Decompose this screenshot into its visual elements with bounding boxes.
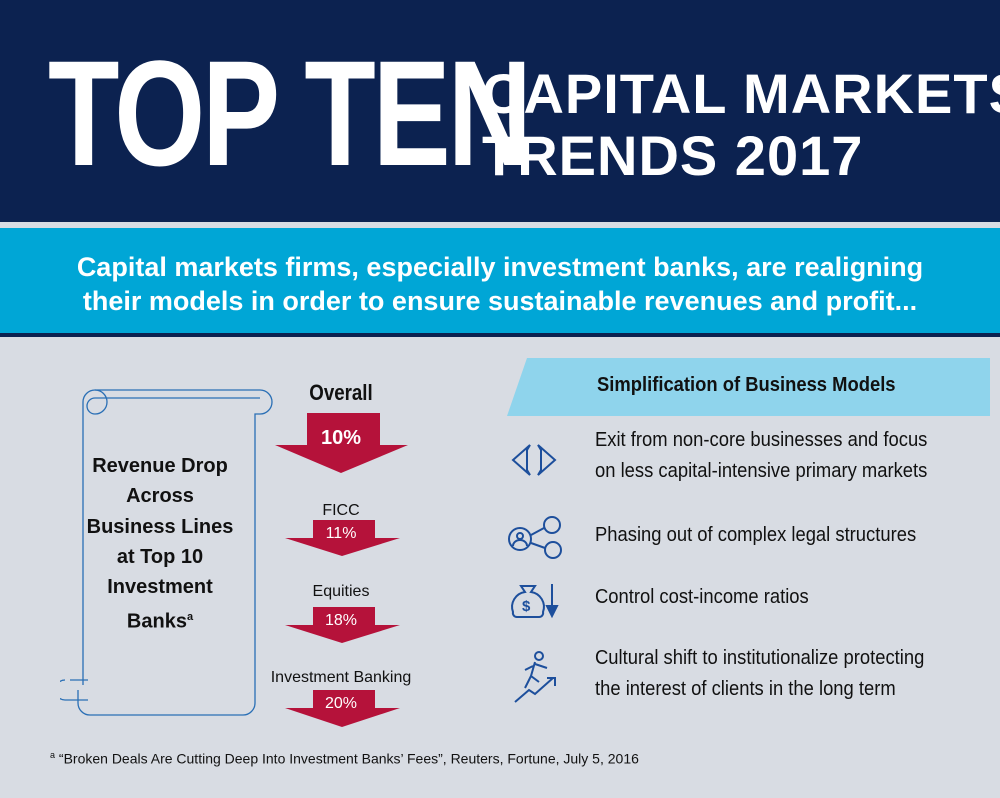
divider bbox=[0, 333, 1000, 337]
scroll-icon bbox=[60, 389, 273, 716]
svg-text:$: $ bbox=[522, 598, 531, 615]
drop-label-overall: Overall bbox=[309, 380, 373, 405]
climbing-person-icon bbox=[514, 651, 556, 703]
simplification-title: Simplification of Business Models bbox=[597, 374, 896, 396]
drop-arrow-equities bbox=[285, 607, 400, 643]
tagline-band: Capital markets firms, especially invest… bbox=[0, 228, 1000, 333]
drop-label-ib: Investment Banking bbox=[270, 669, 412, 686]
item-1-line2: on less capital-intensive primary market… bbox=[595, 460, 928, 482]
simplification-banner bbox=[507, 358, 990, 416]
tagline-line1: Capital markets firms, especially invest… bbox=[76, 252, 924, 282]
footnote-marker-bottom: a bbox=[50, 750, 56, 760]
item-4-line1: Cultural shift to institutionalize prote… bbox=[595, 647, 925, 669]
tagline-line2: their models in order to ensure sustaina… bbox=[82, 286, 918, 316]
scroll-text-label: Revenue Drop Across Business Lines at To… bbox=[86, 455, 234, 634]
drop-label-ficc: FICC bbox=[322, 502, 360, 519]
split-arrows-icon bbox=[511, 444, 557, 476]
drop-value-overall: 10% bbox=[320, 427, 362, 449]
drop-label-equities: Equities bbox=[312, 583, 370, 600]
footnote: a “Broken Deals Are Cutting Deep Into In… bbox=[50, 750, 639, 767]
title-line2: TRENDS 2017 bbox=[482, 124, 864, 187]
scroll-text: Revenue Drop Across Business Lines at To… bbox=[80, 451, 240, 637]
money-bag-down-icon: $ bbox=[511, 584, 559, 619]
title-line1: CAPITAL MARKETS bbox=[482, 62, 1000, 125]
drop-value-equities: 18% bbox=[324, 612, 358, 629]
people-network-icon bbox=[508, 516, 562, 559]
footnote-text: “Broken Deals Are Cutting Deep Into Inve… bbox=[58, 750, 639, 767]
footnote-marker: a bbox=[186, 611, 194, 624]
item-1-line1: Exit from non-core businesses and focus bbox=[595, 429, 928, 451]
item-4-line2: the interest of clients in the long term bbox=[595, 678, 896, 700]
drop-arrow-overall bbox=[275, 413, 408, 473]
item-2: Phasing out of complex legal structures bbox=[595, 524, 917, 546]
drop-arrow-ib bbox=[285, 690, 400, 727]
title-big: TOP TEN bbox=[48, 29, 532, 197]
drop-arrow-ficc bbox=[285, 520, 400, 556]
drop-value-ficc: 11% bbox=[325, 525, 357, 542]
item-3: Control cost-income ratios bbox=[595, 586, 809, 608]
drop-value-ib: 20% bbox=[324, 695, 358, 712]
header: TOP TEN CAPITAL MARKETS TRENDS 2017 bbox=[0, 0, 1000, 222]
